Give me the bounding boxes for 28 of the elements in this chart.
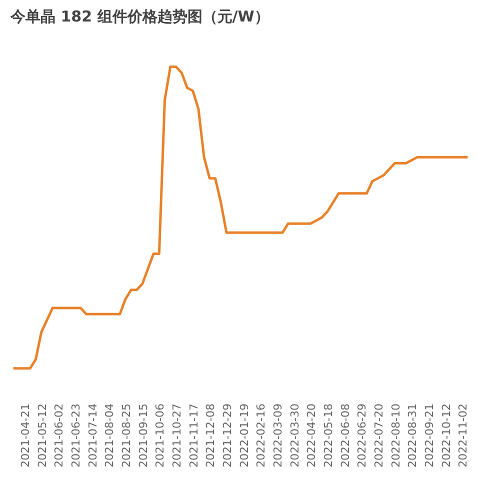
- x-tick-label: 2021-04-21: [19, 403, 32, 468]
- x-tick-label: 2022-03-09: [271, 403, 284, 468]
- chart-title: 今单晶 182 组件价格趋势图（元/W）: [10, 8, 270, 26]
- x-tick-label: 2021-10-27: [170, 403, 184, 468]
- x-tick-label: 2022-08-10: [389, 403, 402, 468]
- x-tick-label: 2022-04-20: [305, 403, 318, 468]
- x-tick-label: 2021-11-17: [187, 403, 200, 468]
- x-tick-label: 2021-12-29: [220, 403, 234, 468]
- x-tick-label: 2022-05-18: [322, 403, 335, 468]
- x-tick-label: 2022-11-02: [456, 403, 470, 468]
- x-tick-label: 2022-03-30: [288, 403, 302, 468]
- x-tick-label: 2022-02-16: [254, 403, 268, 468]
- x-tick-label: 2022-06-29: [356, 403, 369, 468]
- x-tick-label: 2021-08-25: [120, 403, 133, 468]
- x-tick-label: 2022-10-12: [440, 403, 453, 468]
- x-tick-label: 2022-01-19: [238, 403, 251, 468]
- x-tick-label: 2021-10-06: [154, 403, 167, 468]
- x-tick-label: 2022-06-08: [338, 403, 352, 468]
- x-tick-label: 2021-06-23: [70, 403, 83, 468]
- x-tick-label: 2021-06-02: [52, 403, 66, 468]
- x-tick-label: 2022-08-31: [406, 403, 420, 468]
- x-tick-label: 2021-09-15: [136, 403, 150, 468]
- x-tick-label: 2021-05-12: [36, 403, 49, 468]
- x-tick-label: 2022-09-21: [422, 403, 436, 468]
- x-tick-label: 2021-08-04: [103, 403, 116, 468]
- x-tick-label: 2021-12-08: [204, 403, 218, 468]
- x-tick-label: 2022-07-20: [372, 403, 386, 468]
- x-tick-label: 2021-07-14: [86, 403, 100, 468]
